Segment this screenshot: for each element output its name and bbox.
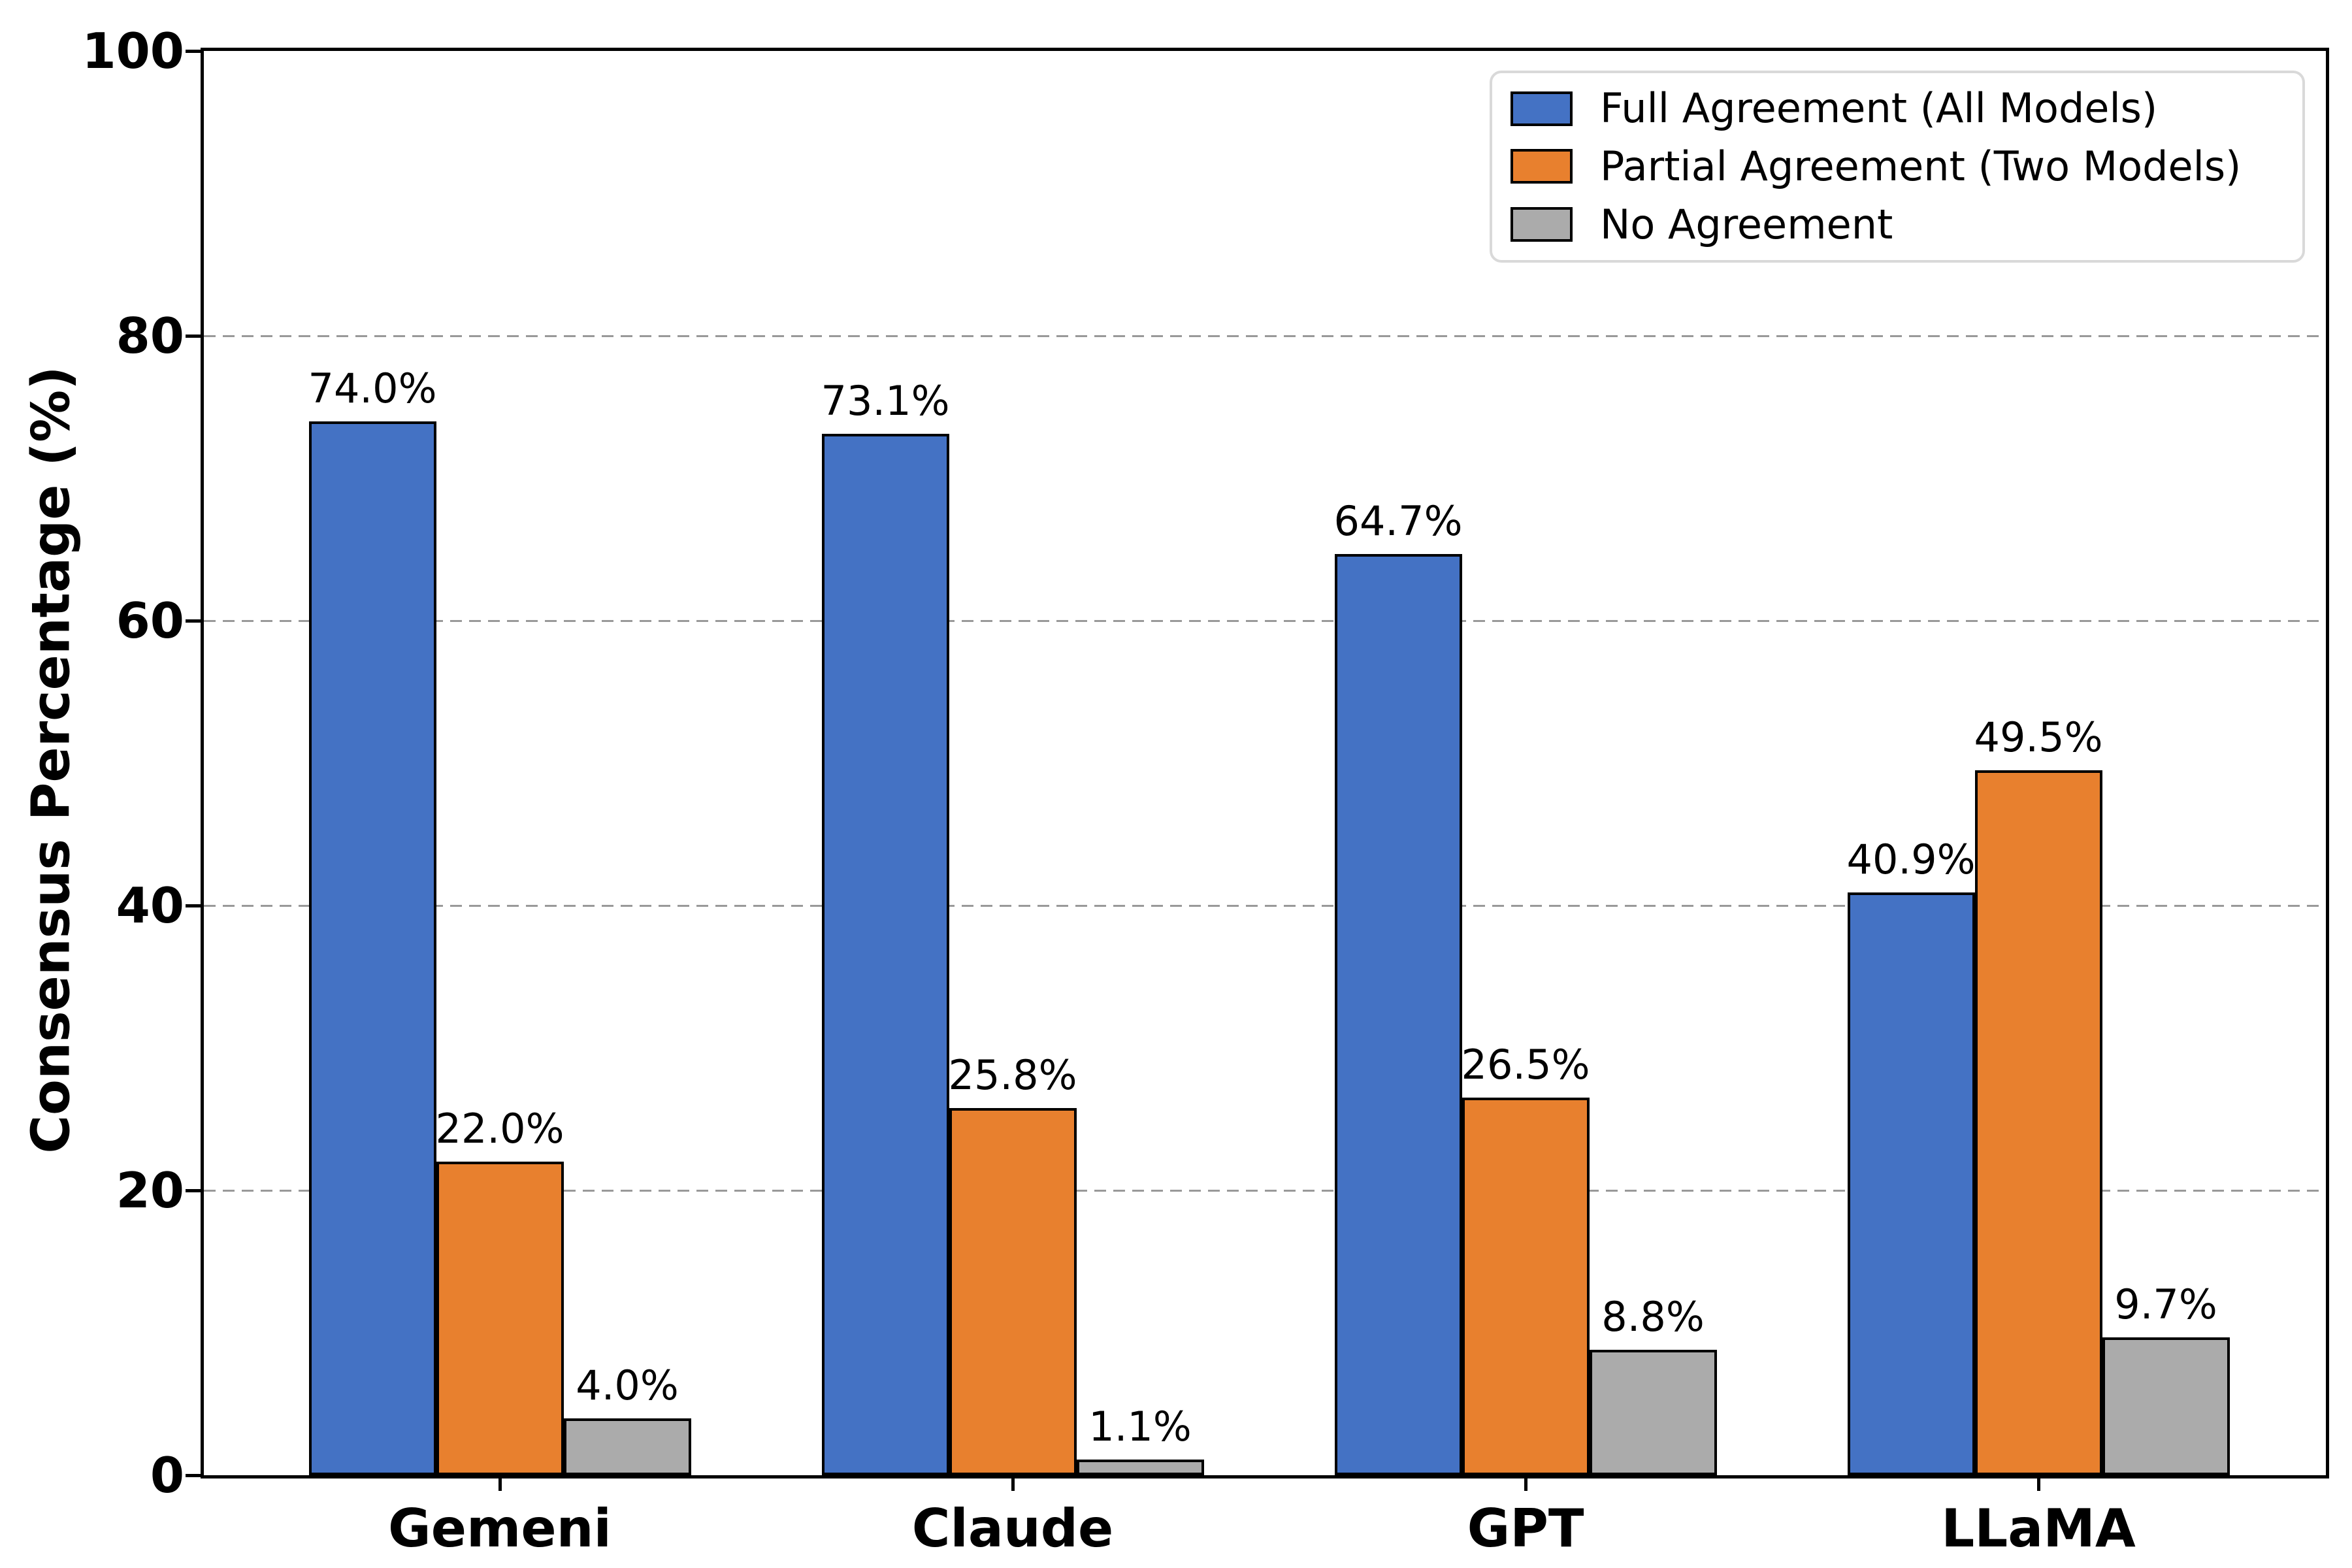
y-tick-label: 80 <box>116 307 184 365</box>
bar-value-label: 1.1% <box>1088 1403 1192 1451</box>
bar-value-label: 22.0% <box>435 1105 564 1153</box>
y-axis-label: Consensus Percentage (%) <box>20 366 82 1154</box>
x-tick-label-gemeni: Gemeni <box>388 1498 612 1559</box>
bar-claude-series0 <box>821 434 949 1475</box>
y-tick-label: 100 <box>82 22 184 80</box>
legend: Full Agreement (All Models) Partial Agree… <box>1490 71 2305 263</box>
bar-llama-series1 <box>1974 770 2102 1475</box>
x-tick-label-claude: Claude <box>911 1498 1114 1559</box>
bar-gemeni-series2 <box>563 1418 691 1475</box>
plot-area: 0 20 40 60 80 100 74.0% 73.1% 64.7% 40.9% 22.0% 25.… <box>82 27 2329 1559</box>
y-tick-label: 60 <box>116 592 184 649</box>
bar-value-label: 40.9% <box>1846 836 1976 884</box>
bar-value-label: 49.5% <box>1974 713 2103 761</box>
legend-swatch <box>1511 149 1573 184</box>
legend-label: Partial Agreement (Two Models) <box>1600 142 2242 190</box>
y-tick-label: 20 <box>116 1162 184 1219</box>
bar-llama-series0 <box>1847 892 1975 1475</box>
y-tick-label: 0 <box>150 1446 184 1504</box>
legend-row: Partial Agreement (Two Models) <box>1511 146 2289 187</box>
x-tick-mark <box>498 1475 502 1491</box>
legend-swatch <box>1511 91 1573 126</box>
bar-gpt-series1 <box>1462 1098 1590 1475</box>
grid-line <box>204 1189 2326 1192</box>
bar-value-label: 26.5% <box>1461 1041 1590 1089</box>
bar-value-label: 74.0% <box>308 364 437 412</box>
y-tick-mark <box>186 1473 204 1477</box>
legend-row: No Agreement <box>1511 204 2289 245</box>
grid-line <box>204 904 2326 907</box>
y-tick-mark <box>186 334 204 338</box>
y-tick-mark <box>186 49 204 53</box>
legend-row: Full Agreement (All Models) <box>1511 88 2289 129</box>
legend-label: No Agreement <box>1600 200 1893 248</box>
y-tick-mark <box>186 904 204 907</box>
bar-gemeni-series0 <box>308 421 436 1475</box>
y-tick-mark <box>186 619 204 623</box>
bar-gpt-series0 <box>1334 553 1462 1475</box>
grid-line <box>204 335 2326 337</box>
y-tick-mark <box>186 1188 204 1192</box>
bar-value-label: 8.8% <box>1601 1293 1705 1341</box>
x-tick-mark <box>1524 1475 1527 1491</box>
bar-claude-series1 <box>949 1107 1077 1475</box>
legend-swatch <box>1511 207 1573 242</box>
bar-claude-series2 <box>1076 1460 1204 1475</box>
bar-value-label: 25.8% <box>948 1051 1077 1099</box>
x-tick-label-llama: LLaMA <box>1941 1498 2136 1559</box>
bar-value-label: 73.1% <box>821 377 950 425</box>
bar-llama-series2 <box>2102 1337 2230 1475</box>
bar-value-label: 64.7% <box>1333 497 1463 545</box>
x-tick-mark <box>2036 1475 2040 1491</box>
x-tick-label-gpt: GPT <box>1467 1498 1584 1559</box>
bar-gemeni-series1 <box>436 1162 564 1475</box>
bar-gpt-series2 <box>1589 1350 1717 1475</box>
bar-value-label: 9.7% <box>2114 1280 2217 1328</box>
legend-label: Full Agreement (All Models) <box>1600 84 2158 133</box>
y-tick-label: 40 <box>116 877 184 934</box>
grid-line <box>204 619 2326 622</box>
bar-value-label: 4.0% <box>576 1361 679 1409</box>
x-tick-mark <box>1011 1475 1015 1491</box>
